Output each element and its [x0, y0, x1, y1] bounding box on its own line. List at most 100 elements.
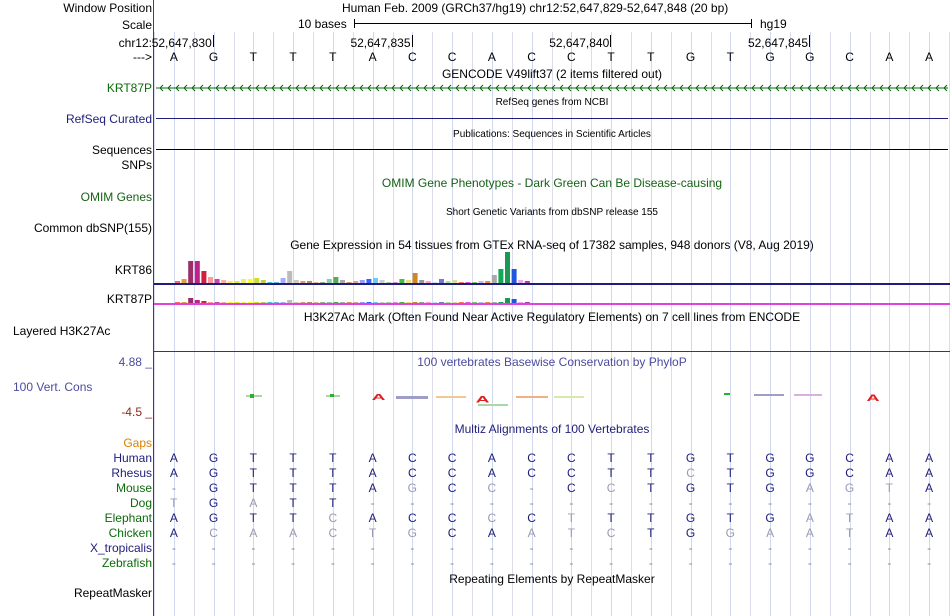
strand-chevron — [359, 84, 364, 92]
gtex-tissue-bar — [340, 302, 345, 303]
alignment-base: A — [249, 496, 258, 510]
alignment-base: A — [766, 526, 775, 540]
alignment-base: A — [368, 466, 377, 480]
gtex-tissue-bar — [465, 282, 471, 283]
alignment-base: - — [291, 556, 296, 570]
publications-line[interactable] — [156, 149, 948, 150]
alignment-base: - — [688, 496, 693, 510]
gtex-tissue-bar — [379, 302, 385, 303]
alignment-base: C — [606, 526, 616, 540]
position-tick-label: 52,647,830 — [151, 36, 212, 50]
strand-chevron — [527, 84, 532, 92]
alignment-base: T — [726, 481, 735, 495]
alignment-base: T — [647, 466, 655, 480]
strand-chevron — [303, 84, 308, 92]
gridline — [352, 32, 354, 616]
alignment-base: A — [805, 511, 814, 525]
position-tick — [809, 35, 810, 47]
gtex-tissue-bar — [498, 302, 504, 303]
alignment-base: C — [209, 526, 218, 540]
species-label[interactable]: Elephant — [104, 511, 152, 525]
gridline — [571, 32, 573, 616]
alignment-base: - — [330, 556, 335, 570]
alignment-base: A — [527, 526, 536, 540]
gridline — [790, 32, 791, 616]
gencode-gene-label[interactable]: KRT87P — [106, 81, 152, 95]
alignment-base: T — [607, 466, 615, 480]
refseq-track-label[interactable]: RefSeq Curated — [65, 112, 152, 126]
h3k27ac-track-label[interactable]: Layered H3K27Ac — [13, 324, 111, 338]
gtex-tissue-bar — [439, 302, 444, 303]
gtex-tissue-bar — [491, 302, 497, 303]
phylop-track-label[interactable]: 100 Vert. Cons — [13, 380, 93, 394]
alignment-base: T — [607, 451, 615, 465]
alignment-base: - — [370, 496, 375, 510]
strand-chevron — [327, 84, 332, 92]
gtex-gene-krt87p[interactable]: KRT87P — [106, 292, 152, 306]
strand-chevron — [807, 84, 812, 92]
strand-chevron — [855, 84, 860, 92]
gridline — [313, 32, 314, 616]
repeatmasker-track-label[interactable]: RepeatMasker — [73, 586, 152, 600]
gencode-gene-feature[interactable] — [154, 82, 950, 94]
svg-text:A: A — [476, 394, 490, 405]
dbsnp-track-label[interactable]: Common dbSNP(155) — [33, 221, 152, 235]
species-label[interactable]: Zebrafish — [101, 556, 152, 570]
strand-chevron — [775, 84, 780, 92]
alignment-base: G — [208, 451, 219, 465]
species-label[interactable]: Dog — [129, 496, 152, 510]
strand-chevron — [351, 84, 356, 92]
gtex-gene-krt86[interactable]: KRT86 — [114, 263, 152, 277]
species-label[interactable]: Mouse — [115, 481, 152, 495]
gtex-tissue-bar — [320, 282, 326, 283]
strand-chevron — [383, 84, 388, 92]
gtex-tissue-bar — [419, 302, 425, 303]
h3k27ac-baseline — [154, 351, 950, 352]
alignment-base: C — [447, 526, 457, 540]
position-tick — [610, 35, 612, 47]
strand-chevron — [503, 84, 508, 92]
position-tick — [212, 35, 214, 47]
strand-chevron — [655, 84, 660, 92]
reference-base: A — [487, 50, 496, 64]
alignment-base: G — [208, 511, 219, 525]
alignment-base: A — [368, 451, 377, 465]
alignment-base: T — [647, 451, 655, 465]
strand-chevron — [415, 84, 420, 92]
gtex-tissue-bar — [340, 280, 345, 283]
reference-base: T — [329, 50, 337, 64]
gtex-tissue-bar — [379, 280, 385, 283]
species-label[interactable]: X_tropicalis — [89, 541, 152, 555]
gtex-tissue-bar — [333, 302, 339, 303]
gridline — [472, 32, 473, 616]
alignment-base: T — [249, 511, 258, 525]
alignment-base: C — [567, 466, 576, 480]
refseq-gene-line[interactable] — [156, 118, 948, 119]
gtex-tissue-bar — [353, 281, 359, 283]
strand-chevron — [863, 84, 868, 92]
alignment-base: C — [567, 451, 576, 465]
strand-chevron — [263, 84, 268, 92]
strand-chevron — [175, 84, 180, 92]
strand-chevron — [615, 84, 620, 92]
phylop-conservation-plot[interactable]: A A A — [154, 388, 950, 410]
gtex-expression-krt86[interactable] — [154, 250, 950, 286]
gridline — [213, 32, 215, 616]
alignment-base: T — [329, 451, 337, 465]
reference-base: T — [726, 50, 735, 64]
gtex-tissue-bar — [505, 298, 510, 303]
species-label[interactable]: Chicken — [108, 526, 152, 540]
strand-chevron — [159, 84, 164, 92]
strand-chevron — [767, 84, 772, 92]
gtex-tissue-bar — [373, 302, 378, 303]
alignment-base: G — [685, 451, 696, 465]
alignment-base: - — [728, 556, 733, 570]
alignment-base: - — [529, 481, 534, 495]
gtex-expression-krt87p[interactable] — [154, 290, 950, 306]
gtex-tissue-bar — [181, 302, 187, 303]
species-label[interactable]: Rhesus — [111, 466, 152, 480]
species-label[interactable]: Human — [113, 451, 152, 465]
strand-chevron — [639, 84, 644, 92]
omim-track-label[interactable]: OMIM Genes — [80, 190, 152, 204]
gtex-tissue-bar — [465, 302, 471, 303]
